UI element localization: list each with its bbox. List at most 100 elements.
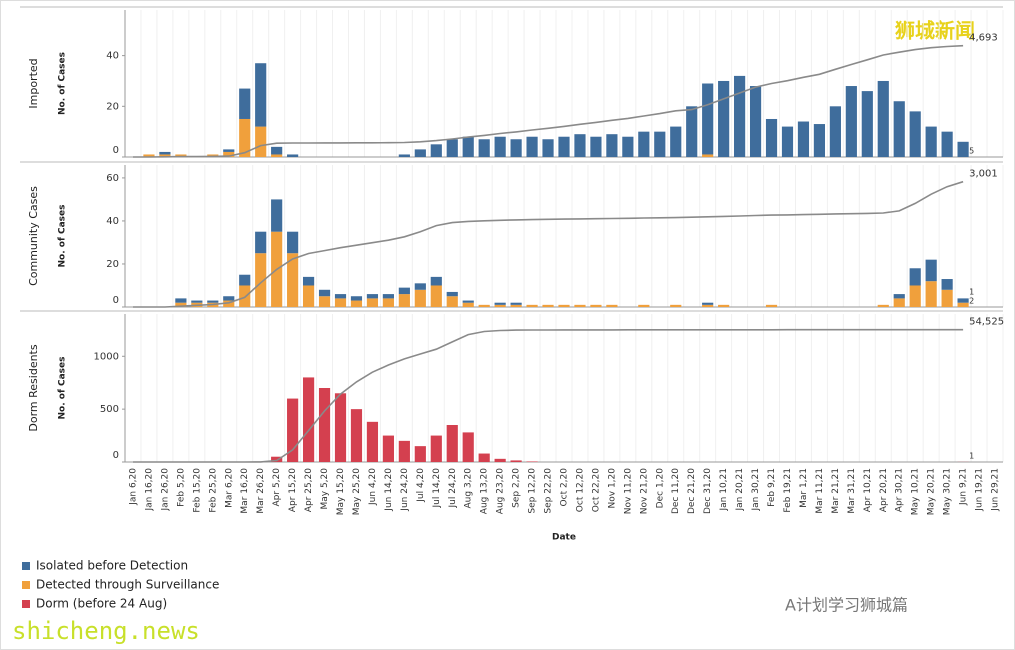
bar xyxy=(430,276,442,286)
bar xyxy=(893,294,905,299)
bar xyxy=(494,304,506,307)
legend-swatch xyxy=(22,600,30,608)
bar xyxy=(462,302,474,307)
bar xyxy=(718,304,730,307)
bar xyxy=(271,154,283,157)
y-tick-label: 0 xyxy=(113,450,119,461)
bar xyxy=(414,446,426,462)
legend-label: Dorm (before 24 Aug) xyxy=(36,597,167,611)
bar xyxy=(702,154,714,157)
watermark: 狮城新闻 xyxy=(895,19,975,43)
x-tick-label: Jan 6,20 xyxy=(128,468,138,506)
bar xyxy=(271,456,283,462)
bar xyxy=(845,86,857,157)
x-tick-label: Dec 21,20 xyxy=(687,468,697,514)
bar xyxy=(686,106,698,157)
bar xyxy=(366,421,379,462)
bar xyxy=(957,302,969,307)
x-tick-label: May 10,21 xyxy=(911,468,921,515)
bar xyxy=(334,294,347,299)
y-axis-title: No. of Cases xyxy=(58,52,68,115)
x-tick-label: Apr 20,21 xyxy=(879,468,889,512)
bar xyxy=(941,279,953,290)
bar xyxy=(510,460,522,462)
bar xyxy=(670,126,682,157)
bar xyxy=(446,291,458,297)
x-tick-label: Feb 25,20 xyxy=(208,468,218,513)
bar xyxy=(494,136,506,157)
bar xyxy=(765,118,778,157)
x-tick-label: Mar 31,21 xyxy=(847,468,857,514)
bar xyxy=(478,139,490,157)
bar xyxy=(734,75,746,157)
bar xyxy=(159,151,171,155)
bar xyxy=(334,393,347,462)
bar xyxy=(334,298,347,307)
bar xyxy=(302,276,315,286)
bar xyxy=(909,111,921,157)
bar xyxy=(398,294,410,307)
end-value-label: 5 xyxy=(969,147,974,156)
bar xyxy=(797,121,810,157)
bar xyxy=(590,136,602,157)
x-tick-label: Jul 14,20 xyxy=(432,468,442,509)
bar xyxy=(526,304,538,307)
legend-swatch xyxy=(22,562,30,570)
x-tick-label: Mar 11,21 xyxy=(815,468,825,514)
bar xyxy=(398,287,410,295)
cumulative-end-label: 3,001 xyxy=(969,169,998,180)
bar xyxy=(398,440,410,462)
bar xyxy=(239,118,251,157)
bar xyxy=(542,139,554,157)
y-tick-label: 20 xyxy=(106,101,119,112)
legend-label: Isolated before Detection xyxy=(36,559,188,573)
bar xyxy=(223,300,235,307)
x-tick-label: May 15,20 xyxy=(336,468,346,516)
bar xyxy=(159,154,171,157)
bar xyxy=(175,302,187,307)
panel-title: Imported xyxy=(27,58,40,108)
bar xyxy=(382,298,394,307)
x-tick-label: Sep 2,20 xyxy=(512,468,522,508)
x-tick-label: Jan 30,21 xyxy=(751,468,761,512)
bar xyxy=(302,285,315,307)
bar xyxy=(925,126,937,157)
bar xyxy=(414,289,426,307)
bar xyxy=(925,281,937,307)
y-tick-label: 40 xyxy=(106,216,119,227)
bar xyxy=(718,80,730,157)
bar xyxy=(350,409,363,462)
cumulative-end-label: 54,525 xyxy=(969,317,1004,328)
watermark: shicheng.news xyxy=(12,617,200,645)
y-axis-title: No. of Cases xyxy=(58,205,68,268)
bar xyxy=(462,136,474,157)
bar xyxy=(861,91,873,157)
bar xyxy=(590,304,602,307)
x-tick-label: May 25,20 xyxy=(352,468,362,516)
bar xyxy=(446,139,458,157)
bar xyxy=(271,146,283,155)
x-tick-label: Jan 20,21 xyxy=(735,468,745,512)
y-tick-label: 20 xyxy=(106,259,119,270)
bar xyxy=(287,154,299,157)
bar xyxy=(318,388,331,462)
x-tick-label: Mar 26,20 xyxy=(256,468,266,514)
bar xyxy=(957,298,969,303)
bar xyxy=(143,154,155,157)
bar xyxy=(542,304,554,307)
x-tick-label: Feb 15,20 xyxy=(192,468,202,513)
bar xyxy=(877,80,889,157)
bar xyxy=(223,296,235,301)
x-tick-label: Jul 4,20 xyxy=(416,468,426,503)
x-tick-label: Oct 12,20 xyxy=(575,468,585,512)
x-tick-label: Dec 1,20 xyxy=(655,468,665,509)
bar xyxy=(462,300,474,303)
legend-label: Detected through Surveillance xyxy=(36,578,219,592)
x-tick-label: Feb 19,21 xyxy=(783,468,793,513)
end-value-label: 1 xyxy=(969,288,974,297)
bar xyxy=(606,304,618,307)
x-tick-label: Jan 10,21 xyxy=(719,468,729,512)
y-tick-label: 40 xyxy=(106,51,119,62)
bar xyxy=(765,304,778,307)
